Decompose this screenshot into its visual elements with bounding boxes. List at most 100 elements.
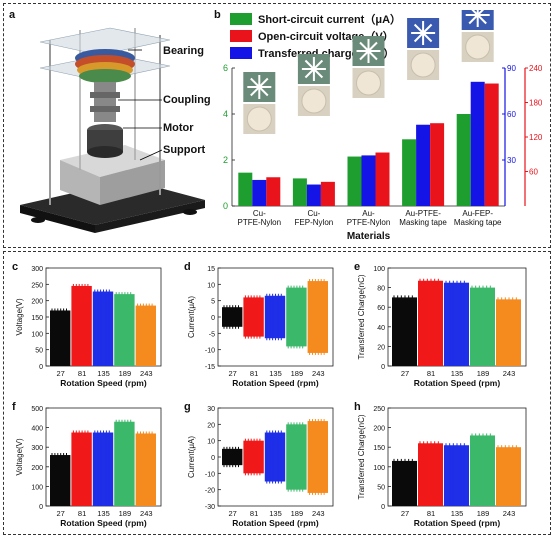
base-plate (20, 180, 205, 225)
x-tick-label: 81 (427, 369, 435, 378)
y-tick-label: 100 (31, 484, 43, 491)
bar (238, 172, 253, 206)
y-axis-title: Voltage(V) (15, 438, 24, 476)
y-tick-label: 10 (207, 282, 215, 289)
left-tick-label: 2 (223, 155, 228, 165)
panel-label: g (184, 401, 191, 413)
bar (361, 155, 376, 206)
y-tick-label: 200 (31, 299, 43, 306)
legend-swatch (230, 13, 252, 25)
voltage-chart-c: c 0 50 100 150 200 250 300 27 81 135 189 243Rotation… (12, 261, 162, 388)
x-tick-label: 189 (477, 369, 490, 378)
y-tick-label: 80 (377, 286, 385, 293)
panel-label: c (12, 261, 18, 273)
y-tick-label: 200 (373, 426, 385, 433)
x-tick-label: 243 (312, 369, 325, 378)
sample-photo (461, 10, 494, 62)
bar (430, 123, 445, 206)
signal-block (243, 440, 264, 474)
y-tick-label: 0 (211, 455, 215, 462)
x-tick-label: 189 (119, 509, 132, 518)
coupling (94, 82, 116, 122)
y-tick-label: 20 (207, 422, 215, 429)
y-tick-label: 15 (207, 266, 215, 273)
y-tick-label: 400 (31, 426, 43, 433)
panel-label-a: a (9, 9, 16, 21)
category-label: Au-PTFE- (405, 209, 441, 218)
y-tick-label: 20 (377, 344, 385, 351)
panel-label: d (184, 261, 191, 273)
y-tick-label: 0 (381, 364, 385, 371)
x-tick-label: 243 (140, 369, 153, 378)
y-tick-label: -5 (209, 331, 215, 338)
y-tick-label: 60 (377, 305, 385, 312)
panel-label: h (354, 401, 361, 413)
y-tick-label: 300 (31, 445, 43, 452)
y-tick-label: 30 (207, 406, 215, 413)
device-illustration (20, 27, 205, 233)
x-tick-label: 243 (503, 369, 516, 378)
x-tick-label: 135 (451, 369, 464, 378)
motor (87, 130, 123, 152)
x-tick-label: 81 (250, 369, 258, 378)
x-tick-label: 135 (269, 369, 282, 378)
category-label: Masking tape (399, 218, 447, 227)
y-tick-label: -20 (205, 488, 215, 495)
red-tick-label: 180 (529, 99, 543, 108)
blue-tick-label: 90 (507, 64, 516, 73)
y-tick-label: 200 (31, 465, 43, 472)
x-axis-title: Rotation Speed (rpm) (60, 378, 147, 388)
y-tick-label: 100 (373, 266, 385, 273)
x-tick-label: 27 (229, 369, 237, 378)
x-tick-label: 243 (503, 509, 516, 518)
x-tick-label: 27 (401, 369, 409, 378)
category-label: PTFE-Nylon (347, 218, 391, 227)
sample-photo (297, 54, 330, 116)
x-tick-label: 189 (291, 509, 304, 518)
y-tick-label: -30 (205, 504, 215, 511)
y-tick-label: -10 (205, 471, 215, 478)
left-tick-label: 6 (223, 63, 228, 73)
y-tick-label: 10 (207, 439, 215, 446)
category-label: Masking tape (454, 218, 502, 227)
left-tick-label: 4 (223, 109, 228, 119)
blue-tick-label: 60 (507, 110, 516, 119)
bar (416, 124, 431, 206)
signal-block (307, 281, 328, 353)
y-axis-title: Transferred Charge(nC) (357, 414, 366, 499)
red-tick-label: 120 (529, 133, 543, 142)
legend-swatch (230, 47, 252, 59)
y-tick-label: 500 (31, 406, 43, 413)
signal-block (307, 421, 328, 493)
top-acrylic-plate (39, 27, 171, 56)
x-tick-label: 27 (57, 369, 65, 378)
y-axis-title: Current(μA) (187, 436, 196, 478)
red-tick-label: 60 (529, 168, 538, 177)
x-axis-title: Rotation Speed (rpm) (414, 518, 501, 528)
x-tick-label: 81 (250, 509, 258, 518)
y-tick-label: 5 (211, 299, 215, 306)
category-label: Au- (362, 209, 375, 218)
sample-photo (407, 18, 440, 80)
bar (484, 83, 499, 206)
y-axis-title: Current(μA) (187, 296, 196, 338)
y-axis-title: Voltage(V) (15, 298, 24, 336)
legend-swatch (230, 30, 252, 42)
signal-block (243, 297, 264, 337)
bar (266, 177, 281, 206)
top-panel-frame (3, 3, 551, 248)
y-tick-label: 100 (31, 331, 43, 338)
x-tick-label: 27 (401, 509, 409, 518)
x-tick-label: 135 (451, 509, 464, 518)
category-label: PTFE-Nylon (238, 218, 282, 227)
part-label-bearing: Bearing (163, 45, 204, 57)
support-block (60, 145, 165, 177)
blue-tick-label: 30 (507, 156, 516, 165)
y-tick-label: 0 (39, 504, 43, 511)
bar (292, 178, 307, 206)
category-label: Au-FEP- (462, 209, 493, 218)
